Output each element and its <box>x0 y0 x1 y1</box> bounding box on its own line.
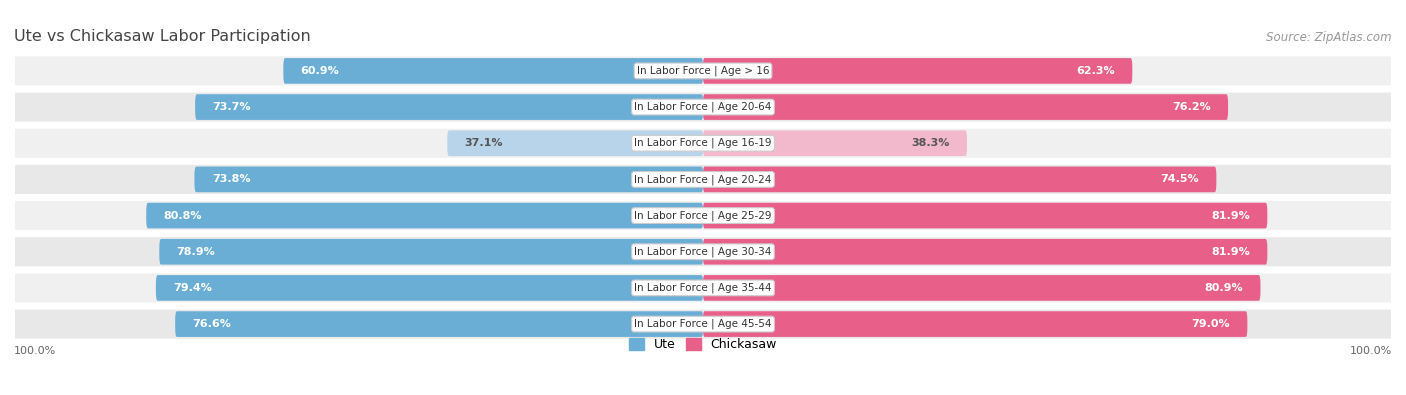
FancyBboxPatch shape <box>195 94 703 120</box>
Text: Source: ZipAtlas.com: Source: ZipAtlas.com <box>1267 31 1392 44</box>
Text: In Labor Force | Age 30-34: In Labor Force | Age 30-34 <box>634 246 772 257</box>
Text: 62.3%: 62.3% <box>1077 66 1115 76</box>
Legend: Ute, Chickasaw: Ute, Chickasaw <box>624 333 782 356</box>
FancyBboxPatch shape <box>703 130 967 156</box>
Text: 76.6%: 76.6% <box>193 319 232 329</box>
FancyBboxPatch shape <box>156 275 703 301</box>
Text: 79.4%: 79.4% <box>173 283 212 293</box>
Text: In Labor Force | Age > 16: In Labor Force | Age > 16 <box>637 66 769 76</box>
Text: 100.0%: 100.0% <box>14 346 56 356</box>
FancyBboxPatch shape <box>194 167 703 192</box>
Text: 76.2%: 76.2% <box>1173 102 1211 112</box>
FancyBboxPatch shape <box>159 239 703 265</box>
FancyBboxPatch shape <box>146 203 703 228</box>
FancyBboxPatch shape <box>14 55 1392 87</box>
Text: 73.8%: 73.8% <box>212 175 250 184</box>
Text: 100.0%: 100.0% <box>1350 346 1392 356</box>
Text: In Labor Force | Age 20-24: In Labor Force | Age 20-24 <box>634 174 772 185</box>
FancyBboxPatch shape <box>703 239 1267 265</box>
FancyBboxPatch shape <box>703 203 1267 228</box>
FancyBboxPatch shape <box>703 275 1260 301</box>
Text: In Labor Force | Age 25-29: In Labor Force | Age 25-29 <box>634 210 772 221</box>
Text: 37.1%: 37.1% <box>464 138 503 148</box>
FancyBboxPatch shape <box>14 308 1392 340</box>
Text: 74.5%: 74.5% <box>1160 175 1199 184</box>
FancyBboxPatch shape <box>14 128 1392 159</box>
FancyBboxPatch shape <box>14 273 1392 303</box>
Text: 81.9%: 81.9% <box>1211 211 1250 220</box>
Text: 81.9%: 81.9% <box>1211 247 1250 257</box>
FancyBboxPatch shape <box>284 58 703 84</box>
FancyBboxPatch shape <box>447 130 703 156</box>
FancyBboxPatch shape <box>14 200 1392 231</box>
FancyBboxPatch shape <box>703 58 1132 84</box>
Text: In Labor Force | Age 20-64: In Labor Force | Age 20-64 <box>634 102 772 112</box>
Text: 80.8%: 80.8% <box>163 211 202 220</box>
FancyBboxPatch shape <box>176 311 703 337</box>
FancyBboxPatch shape <box>14 164 1392 195</box>
FancyBboxPatch shape <box>14 92 1392 122</box>
FancyBboxPatch shape <box>703 167 1216 192</box>
Text: In Labor Force | Age 16-19: In Labor Force | Age 16-19 <box>634 138 772 149</box>
FancyBboxPatch shape <box>703 94 1227 120</box>
Text: 60.9%: 60.9% <box>301 66 339 76</box>
Text: 80.9%: 80.9% <box>1205 283 1243 293</box>
FancyBboxPatch shape <box>703 311 1247 337</box>
Text: 73.7%: 73.7% <box>212 102 252 112</box>
Text: Ute vs Chickasaw Labor Participation: Ute vs Chickasaw Labor Participation <box>14 29 311 44</box>
Text: In Labor Force | Age 45-54: In Labor Force | Age 45-54 <box>634 319 772 329</box>
Text: In Labor Force | Age 35-44: In Labor Force | Age 35-44 <box>634 283 772 293</box>
Text: 38.3%: 38.3% <box>911 138 949 148</box>
Text: 78.9%: 78.9% <box>177 247 215 257</box>
FancyBboxPatch shape <box>14 236 1392 267</box>
Text: 79.0%: 79.0% <box>1191 319 1230 329</box>
